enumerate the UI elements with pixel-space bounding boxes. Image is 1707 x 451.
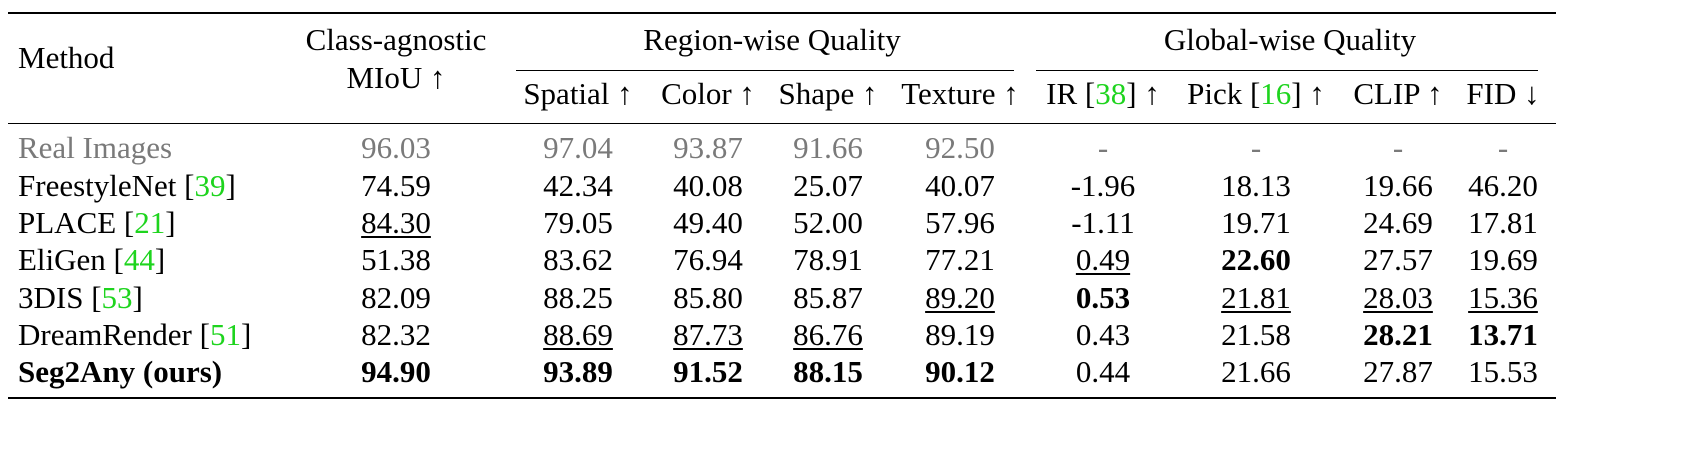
cell-shape: 86.76	[793, 317, 863, 352]
cell-ir: 0.43	[1075, 317, 1131, 352]
cell-texture: 89.19	[925, 317, 995, 352]
cell-texture: 57.96	[925, 205, 995, 240]
class-agnostic-header-line1: Class-agnostic	[305, 22, 487, 57]
cell-texture: 77.21	[925, 242, 995, 277]
cell-miou: 74.59	[361, 168, 431, 203]
region-group-rule	[516, 70, 1014, 71]
cell-fid: 17.81	[1468, 205, 1538, 240]
cell-texture: 40.07	[925, 168, 995, 203]
cell-spatial: 88.69	[543, 317, 613, 352]
cell-shape: 91.66	[793, 130, 863, 165]
cell-clip: 24.69	[1363, 205, 1433, 240]
row-method: PLACE [21]	[18, 205, 176, 240]
class-agnostic-header-line2: MIoU ↑	[346, 60, 446, 95]
cell-ir: 0.53	[1075, 280, 1131, 315]
cell-clip: 27.87	[1363, 354, 1433, 389]
cell-fid: 19.69	[1468, 242, 1538, 277]
global-wise-header: Global-wise Quality	[1163, 22, 1417, 57]
cell-ir: -	[1097, 130, 1109, 165]
ir-header: IR [38] ↑	[1046, 76, 1160, 111]
cell-spatial: 83.62	[543, 242, 613, 277]
cell-spatial: 97.04	[543, 130, 613, 165]
cell-color: 85.80	[673, 280, 743, 315]
cell-miou: 96.03	[361, 130, 431, 165]
cell-pick: 21.58	[1221, 317, 1291, 352]
texture-header: Texture ↑	[901, 76, 1019, 111]
pick-citation[interactable]: 16	[1260, 76, 1292, 111]
cell-spatial: 79.05	[543, 205, 613, 240]
fid-header: FID ↓	[1466, 76, 1540, 111]
row-method: DreamRender [51]	[18, 317, 252, 352]
cell-clip: 19.66	[1363, 168, 1433, 203]
header-rule	[8, 123, 1556, 124]
row-method: 3DIS [53]	[18, 280, 143, 315]
cell-color: 49.40	[673, 205, 743, 240]
cell-pick: 21.66	[1221, 354, 1291, 389]
cell-color: 76.94	[673, 242, 743, 277]
row-method: Seg2Any (ours)	[18, 354, 223, 389]
cell-ir: -1.96	[1070, 168, 1136, 203]
cell-clip: 28.03	[1363, 280, 1433, 315]
cell-shape: 78.91	[793, 242, 863, 277]
cell-pick: 18.13	[1221, 168, 1291, 203]
cell-pick: -	[1250, 130, 1262, 165]
spatial-header: Spatial ↑	[523, 76, 633, 111]
cell-color: 87.73	[673, 317, 743, 352]
cell-fid: 46.20	[1468, 168, 1538, 203]
method-citation[interactable]: 21	[134, 205, 166, 240]
cell-ir: -1.11	[1071, 205, 1135, 240]
top-rule	[8, 12, 1556, 14]
method-citation[interactable]: 44	[123, 242, 155, 277]
cell-fid: 15.53	[1468, 354, 1538, 389]
cell-spatial: 42.34	[543, 168, 613, 203]
bottom-rule	[8, 397, 1556, 399]
method-citation[interactable]: 39	[194, 168, 226, 203]
cell-fid: -	[1497, 130, 1509, 165]
cell-color: 91.52	[673, 354, 743, 389]
pick-header: Pick [16] ↑	[1187, 76, 1325, 111]
method-citation[interactable]: 53	[101, 280, 133, 315]
cell-miou: 84.30	[361, 205, 431, 240]
color-header: Color ↑	[661, 76, 755, 111]
row-method: FreestyleNet [39]	[18, 168, 236, 203]
cell-miou: 94.90	[361, 354, 431, 389]
row-method: EliGen [44]	[18, 242, 166, 277]
method-header: Method	[18, 40, 115, 75]
cell-shape: 85.87	[793, 280, 863, 315]
cell-miou: 82.32	[361, 317, 431, 352]
cell-texture: 92.50	[925, 130, 995, 165]
cell-spatial: 93.89	[543, 354, 613, 389]
cell-pick: 22.60	[1221, 242, 1291, 277]
cell-shape: 88.15	[793, 354, 863, 389]
cell-color: 40.08	[673, 168, 743, 203]
cell-fid: 15.36	[1468, 280, 1538, 315]
cell-pick: 21.81	[1221, 280, 1291, 315]
cell-texture: 90.12	[925, 354, 995, 389]
ir-citation[interactable]: 38	[1095, 76, 1127, 111]
cell-fid: 13.71	[1468, 317, 1538, 352]
cell-clip: 28.21	[1363, 317, 1433, 352]
cell-pick: 19.71	[1221, 205, 1291, 240]
region-wise-header: Region-wise Quality	[643, 22, 901, 57]
cell-ir: 0.49	[1075, 242, 1131, 277]
cell-ir: 0.44	[1075, 354, 1131, 389]
shape-header: Shape ↑	[778, 76, 878, 111]
cell-miou: 82.09	[361, 280, 431, 315]
cell-miou: 51.38	[361, 242, 431, 277]
global-group-rule	[1036, 70, 1538, 71]
cell-color: 93.87	[673, 130, 743, 165]
cell-spatial: 88.25	[543, 280, 613, 315]
cell-clip: 27.57	[1363, 242, 1433, 277]
cell-clip: -	[1392, 130, 1404, 165]
cell-shape: 52.00	[793, 205, 863, 240]
clip-header: CLIP ↑	[1353, 76, 1443, 111]
row-method: Real Images	[18, 130, 173, 165]
cell-texture: 89.20	[925, 280, 995, 315]
cell-shape: 25.07	[793, 168, 863, 203]
method-citation[interactable]: 51	[209, 317, 241, 352]
